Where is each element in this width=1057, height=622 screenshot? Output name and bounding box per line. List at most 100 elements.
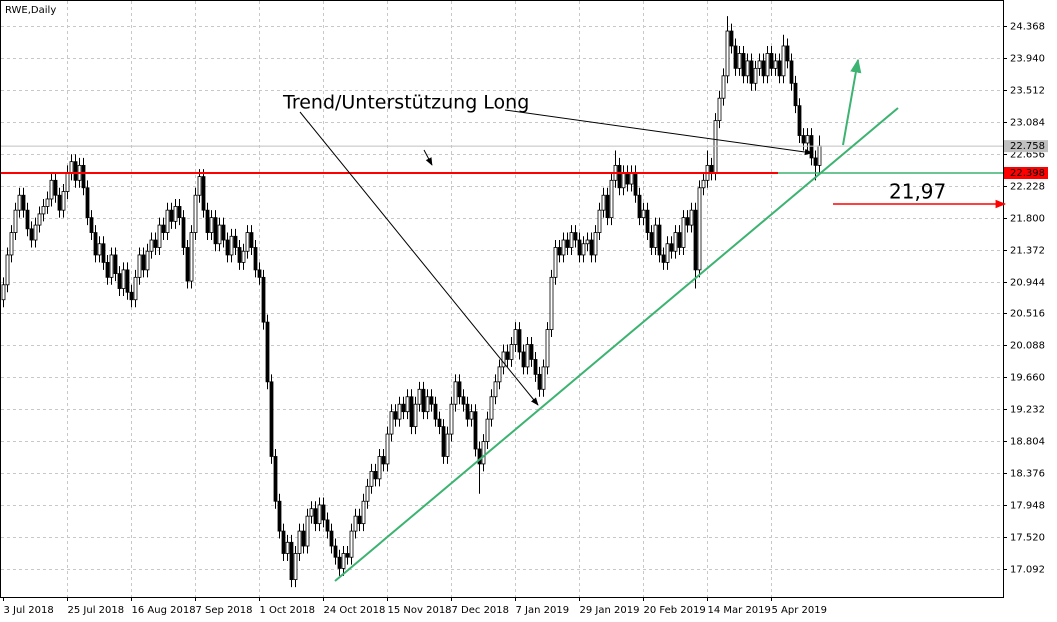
chart-title: RWE,Daily xyxy=(5,5,56,16)
candle-body xyxy=(37,213,42,226)
candle-body xyxy=(509,344,514,360)
annotation: Trend/Unterstützung Long xyxy=(282,92,529,114)
candle-body xyxy=(109,254,114,278)
candle-body xyxy=(333,545,338,558)
candle-body xyxy=(781,45,786,77)
x-tick-label: 29 Jan 2019 xyxy=(580,605,640,616)
candle-body xyxy=(557,247,562,256)
annotation: 21,97 xyxy=(889,180,946,204)
candle-body xyxy=(385,433,390,465)
candle-body xyxy=(93,232,98,256)
candle-body xyxy=(785,45,790,62)
candle-body xyxy=(213,217,218,245)
y-tick-label: 21.372 xyxy=(1010,246,1045,257)
candle-body xyxy=(505,351,510,360)
candle-body xyxy=(181,217,186,248)
x-tick-label: 24 Oct 2018 xyxy=(324,605,386,616)
candle-body xyxy=(489,396,494,420)
level-label: 22.398 xyxy=(1010,168,1045,179)
x-tick-label: 20 Feb 2019 xyxy=(644,605,706,616)
candle-body xyxy=(293,553,298,581)
candle-body xyxy=(749,60,754,84)
candle-body xyxy=(661,254,666,263)
candle-body xyxy=(201,176,206,211)
candle-body xyxy=(209,217,214,233)
candle-body xyxy=(73,161,78,181)
candle-body xyxy=(237,247,242,263)
candle-body xyxy=(689,209,694,226)
candle-body xyxy=(25,209,30,230)
candle-body xyxy=(105,262,110,278)
candle-body xyxy=(677,232,682,248)
candle-body xyxy=(133,276,138,301)
candle-body xyxy=(605,194,610,219)
candle-body xyxy=(49,179,54,200)
candle-body xyxy=(641,209,646,219)
candle-body xyxy=(673,232,678,252)
candle-body xyxy=(665,243,670,263)
candle-body xyxy=(801,135,806,144)
candle-body xyxy=(445,433,450,457)
candle-body xyxy=(173,206,178,222)
candle-body xyxy=(257,269,262,278)
candle-body xyxy=(353,515,358,532)
last-price-box xyxy=(1004,140,1048,153)
candle-body xyxy=(793,82,798,107)
y-tick-label: 20.516 xyxy=(1010,309,1045,320)
y-tick-label: 17.520 xyxy=(1010,533,1045,544)
candle-body xyxy=(697,187,702,271)
candle-body xyxy=(113,254,118,275)
candle-body xyxy=(409,396,414,428)
candle-body xyxy=(617,164,622,189)
candle-body xyxy=(553,247,558,278)
candle-body xyxy=(721,75,726,99)
candle-body xyxy=(69,161,74,174)
candle-body xyxy=(809,135,814,159)
candle-body xyxy=(745,60,750,77)
candle-body xyxy=(481,441,486,465)
candle-body xyxy=(585,239,590,245)
candle-body xyxy=(561,239,566,256)
candle-body xyxy=(125,269,130,293)
y-tick-label: 17.092 xyxy=(1010,565,1045,576)
candle-body xyxy=(341,553,346,569)
x-tick-label: 25 Jul 2018 xyxy=(68,605,125,616)
candle-body xyxy=(517,329,522,353)
candle-body xyxy=(357,515,362,525)
candle-body xyxy=(157,224,162,248)
candle-body xyxy=(417,388,422,405)
candle-body xyxy=(149,239,154,252)
candle-body xyxy=(281,530,286,554)
candle-body xyxy=(537,373,542,390)
candle-body xyxy=(121,269,126,289)
candle-body xyxy=(29,228,34,241)
candle-body xyxy=(225,239,230,256)
candle-body xyxy=(349,530,354,558)
y-tick-label: 18.804 xyxy=(1010,437,1045,448)
candle-body xyxy=(301,530,306,547)
candle-body xyxy=(701,179,706,189)
candle-body xyxy=(729,30,734,47)
candle-body xyxy=(725,30,730,77)
candle-body xyxy=(405,396,410,413)
y-tick-label: 17.948 xyxy=(1010,501,1045,512)
grid xyxy=(1,1,1003,597)
candle-body xyxy=(101,243,106,263)
candle-body xyxy=(753,67,758,84)
candle-body xyxy=(5,254,10,286)
candle-body xyxy=(205,209,210,233)
candle-body xyxy=(457,381,462,398)
x-tick-label: 5 Apr 2019 xyxy=(772,605,827,616)
candle-body xyxy=(81,164,86,189)
candle-body xyxy=(261,276,266,323)
candle-body xyxy=(361,500,366,525)
candle-body xyxy=(165,209,170,233)
candle-body xyxy=(309,508,314,517)
candle-body xyxy=(145,250,150,271)
candle-body xyxy=(441,426,446,457)
candle-body xyxy=(765,53,770,77)
candle-body xyxy=(593,232,598,256)
candle-body xyxy=(589,239,594,256)
candle-body xyxy=(529,344,534,360)
candle-body xyxy=(693,209,698,271)
